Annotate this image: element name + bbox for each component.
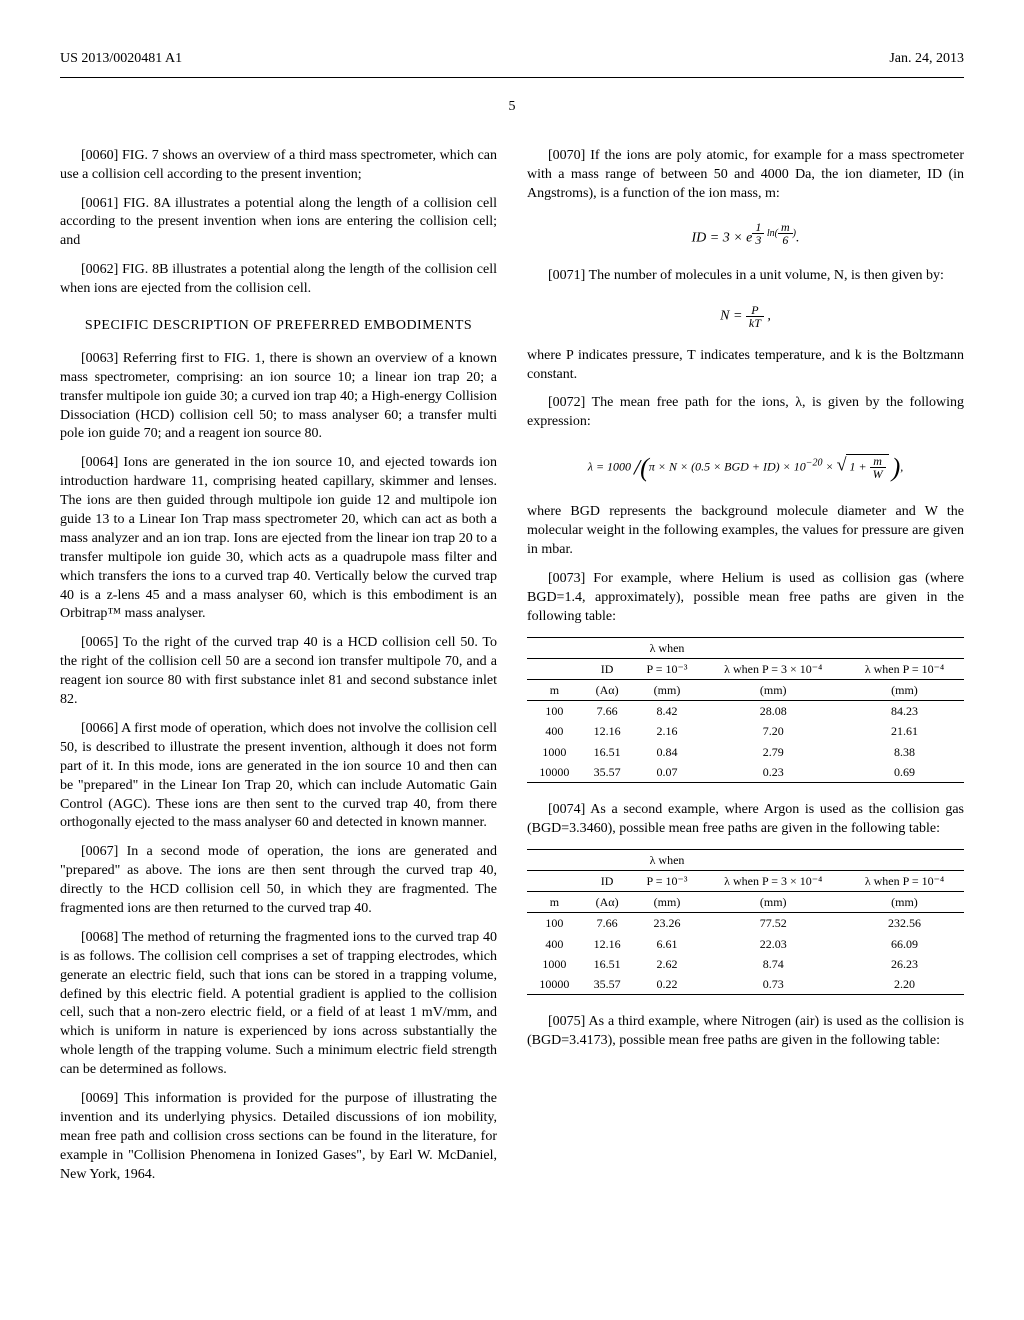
section-heading: SPECIFIC DESCRIPTION OF PREFERRED EMBODI… xyxy=(60,317,497,336)
para-0069: [0069] This information is provided for … xyxy=(60,1090,497,1184)
col-header: ID xyxy=(582,658,633,679)
col-header: (mm) xyxy=(633,680,702,701)
formula-n: N = PkT , xyxy=(527,304,964,329)
table-row: 1007.668.4228.0884.23 xyxy=(527,701,964,722)
table-row: 1000035.570.070.230.69 xyxy=(527,762,964,783)
table-helium: λ when IDP = 10⁻³λ when P = 3 × 10⁻⁴λ wh… xyxy=(527,637,964,783)
col-header: P = 10⁻³ xyxy=(633,870,702,891)
table-argon: λ when IDP = 10⁻³λ when P = 3 × 10⁻⁴λ wh… xyxy=(527,849,964,995)
para-0073: [0073] For example, where Helium is used… xyxy=(527,570,964,627)
doc-number: US 2013/0020481 A1 xyxy=(60,50,182,69)
table-row: 100016.510.842.798.38 xyxy=(527,742,964,762)
table-row: 100016.512.628.7426.23 xyxy=(527,954,964,974)
para-0061: [0061] FIG. 8A illustrates a potential a… xyxy=(60,195,497,252)
para-0064: [0064] Ions are generated in the ion sou… xyxy=(60,454,497,624)
table-row: 1000035.570.220.732.20 xyxy=(527,974,964,995)
col-header: λ when P = 10⁻⁴ xyxy=(845,870,964,891)
para-0067: [0067] In a second mode of operation, th… xyxy=(60,843,497,919)
para-0065: [0065] To the right of the curved trap 4… xyxy=(60,634,497,710)
col-header: (mm) xyxy=(702,892,845,913)
col-header: m xyxy=(527,680,582,701)
para-0071-after: where P indicates pressure, T indicates … xyxy=(527,347,964,385)
formula-id: ID = 3 × e13 ln(m6). xyxy=(527,221,964,248)
col-header: λ when xyxy=(633,637,702,658)
col-header: m xyxy=(527,892,582,913)
left-column: [0060] FIG. 7 shows an overview of a thi… xyxy=(60,147,497,1195)
doc-date: Jan. 24, 2013 xyxy=(889,50,964,69)
col-header: λ when P = 10⁻⁴ xyxy=(845,658,964,679)
col-header: (mm) xyxy=(702,680,845,701)
col-header: λ when P = 3 × 10⁻⁴ xyxy=(702,870,845,891)
right-column: [0070] If the ions are poly atomic, for … xyxy=(527,147,964,1195)
col-header: (mm) xyxy=(845,680,964,701)
para-0068: [0068] The method of returning the fragm… xyxy=(60,929,497,1080)
para-0066: [0066] A first mode of operation, which … xyxy=(60,720,497,833)
table-row: 1007.6623.2677.52232.56 xyxy=(527,913,964,934)
col-header: λ when P = 3 × 10⁻⁴ xyxy=(702,658,845,679)
header-rule xyxy=(60,77,964,78)
col-header: P = 10⁻³ xyxy=(633,658,702,679)
para-0063: [0063] Referring first to FIG. 1, there … xyxy=(60,350,497,444)
para-0075: [0075] As a third example, where Nitroge… xyxy=(527,1013,964,1051)
col-header: λ when xyxy=(633,849,702,870)
para-0070: [0070] If the ions are poly atomic, for … xyxy=(527,147,964,204)
table-row: 40012.166.6122.0366.09 xyxy=(527,934,964,954)
col-header: (Aα) xyxy=(582,680,633,701)
content-columns: [0060] FIG. 7 shows an overview of a thi… xyxy=(60,147,964,1195)
col-header: (Aα) xyxy=(582,892,633,913)
para-0060: [0060] FIG. 7 shows an overview of a thi… xyxy=(60,147,497,185)
formula-lambda: λ = 1000 /(π × N × (0.5 × BGD + ID) × 10… xyxy=(527,450,964,485)
col-header: (mm) xyxy=(845,892,964,913)
para-0072: [0072] The mean free path for the ions, … xyxy=(527,394,964,432)
para-0072-after: where BGD represents the background mole… xyxy=(527,503,964,560)
col-header: ID xyxy=(582,870,633,891)
page-number: 5 xyxy=(60,98,964,117)
table-row: 40012.162.167.2021.61 xyxy=(527,721,964,741)
para-0071: [0071] The number of molecules in a unit… xyxy=(527,267,964,286)
para-0062: [0062] FIG. 8B illustrates a potential a… xyxy=(60,261,497,299)
col-header: (mm) xyxy=(633,892,702,913)
para-0074: [0074] As a second example, where Argon … xyxy=(527,801,964,839)
page-header: US 2013/0020481 A1 Jan. 24, 2013 xyxy=(60,50,964,69)
